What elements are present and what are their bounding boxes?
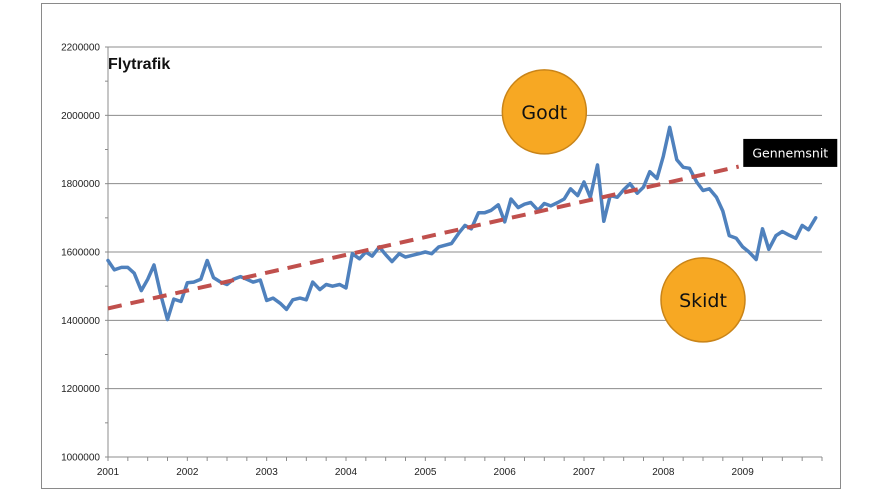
chart-frame: 1000000 1200000 1400000 1600000 1800000 20000… [41,3,841,489]
x-tick-label: 2003 [256,467,279,478]
grid-lines [108,46,822,458]
y-tick-label: 1000000 [61,453,100,464]
y-axis: 1000000 1200000 1400000 1600000 1800000 20000… [61,43,109,464]
annotation-label-box [743,138,838,167]
series-group [106,125,818,322]
annotation-label-text: Gennemsnit [752,145,828,160]
annotation-bubble [660,257,746,343]
annotations: Godt Skidt Gennemsnit [501,69,838,343]
x-tick-label: 2006 [494,467,517,478]
x-tick-label: 2004 [335,467,358,478]
series-line-trend [107,164,740,311]
x-tick-label: 2005 [414,467,437,478]
chart-area: 1000000 1200000 1400000 1600000 1800000 20000… [61,43,838,478]
x-axis: 2001 2002 2003 2004 2005 2006 2007 2008 2009 [97,456,823,478]
y-tick-label: 1400000 [61,316,100,327]
y-tick-label: 1600000 [61,248,100,259]
x-tick-label: 2009 [732,467,755,478]
chart-title: Flytrafik [108,56,170,73]
annotation-bubble [501,69,588,155]
annotation-bubble-label: Godt [521,102,567,124]
annotation-bubble-label: Skidt [679,290,727,312]
x-tick-label: 2008 [652,467,675,478]
x-tick-label: 2001 [97,467,120,478]
x-tick-label: 2002 [176,467,199,478]
y-tick-label: 1200000 [61,384,100,395]
x-tick-label: 2007 [573,467,596,478]
y-tick-label: 2200000 [61,43,100,54]
y-tick-label: 1800000 [61,179,100,190]
series-line-traffic [106,125,818,322]
y-tick-label: 2000000 [61,111,100,122]
